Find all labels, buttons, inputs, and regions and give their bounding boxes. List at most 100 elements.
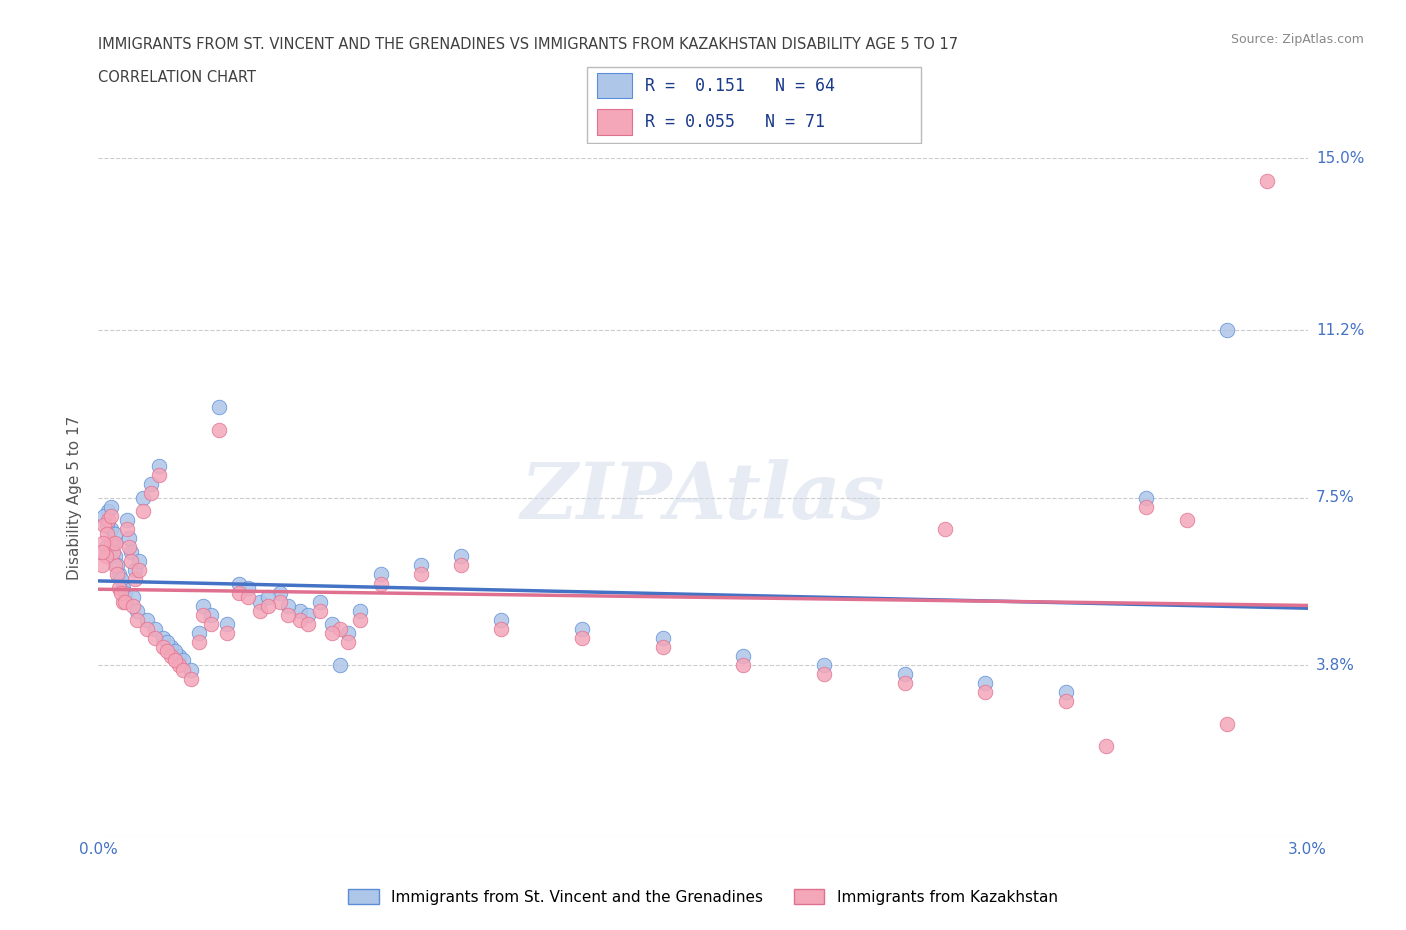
Point — [1175, 512, 1198, 527]
Point — [156, 644, 179, 658]
Point — [188, 626, 211, 641]
Point — [188, 635, 211, 650]
Point — [491, 612, 513, 627]
Point — [200, 608, 222, 623]
Point — [120, 544, 142, 559]
Point — [101, 544, 124, 559]
Point — [104, 526, 127, 541]
Point — [651, 631, 673, 645]
Point — [143, 621, 166, 636]
Point — [124, 563, 146, 578]
Bar — [598, 110, 631, 135]
Point — [277, 608, 299, 623]
Point — [103, 558, 125, 573]
Point — [163, 644, 186, 658]
Point — [105, 558, 128, 573]
Point — [309, 594, 332, 609]
Point — [370, 576, 392, 591]
Point — [208, 400, 231, 415]
Text: 15.0%: 15.0% — [1316, 151, 1364, 166]
Point — [100, 508, 122, 523]
Point — [1216, 323, 1239, 338]
Point — [321, 626, 343, 641]
Point — [125, 612, 148, 627]
Point — [249, 594, 271, 609]
Text: ZIPAtlas: ZIPAtlas — [520, 459, 886, 536]
Point — [256, 590, 278, 604]
Point — [337, 626, 360, 641]
Point — [1135, 490, 1157, 505]
Point — [101, 536, 124, 551]
Point — [249, 604, 271, 618]
Point — [934, 522, 956, 537]
Point — [288, 604, 311, 618]
Point — [733, 648, 755, 663]
Text: Source: ZipAtlas.com: Source: ZipAtlas.com — [1230, 33, 1364, 46]
Point — [167, 648, 190, 663]
Point — [103, 549, 125, 564]
Text: IMMIGRANTS FROM ST. VINCENT AND THE GRENADINES VS IMMIGRANTS FROM KAZAKHSTAN DIS: IMMIGRANTS FROM ST. VINCENT AND THE GREN… — [98, 37, 959, 52]
Point — [139, 485, 162, 500]
Point — [148, 458, 170, 473]
Point — [110, 572, 132, 587]
Point — [974, 684, 997, 699]
Point — [974, 676, 997, 691]
Point — [167, 658, 190, 672]
Point — [228, 585, 250, 600]
Point — [217, 626, 239, 641]
Point — [450, 549, 472, 564]
Point — [193, 599, 215, 614]
Point — [132, 490, 155, 505]
Point — [121, 599, 143, 614]
Text: R =  0.151   N = 64: R = 0.151 N = 64 — [645, 76, 835, 95]
Point — [114, 585, 136, 600]
Text: 11.2%: 11.2% — [1316, 323, 1364, 338]
Point — [893, 676, 915, 691]
Point — [100, 536, 122, 551]
Point — [297, 617, 319, 631]
Point — [97, 504, 120, 519]
Point — [160, 648, 183, 663]
Point — [143, 631, 166, 645]
Point — [200, 617, 222, 631]
FancyBboxPatch shape — [586, 67, 921, 142]
Point — [1054, 694, 1077, 709]
Point — [1256, 173, 1278, 188]
Point — [91, 558, 114, 573]
Point — [111, 594, 134, 609]
Point — [228, 576, 250, 591]
Point — [132, 504, 155, 519]
Point — [107, 580, 129, 595]
Point — [277, 599, 299, 614]
Point — [125, 604, 148, 618]
Point — [100, 522, 122, 537]
Point — [121, 590, 143, 604]
Point — [152, 640, 174, 655]
Point — [733, 658, 755, 672]
Text: 7.5%: 7.5% — [1316, 490, 1354, 505]
Point — [349, 604, 371, 618]
Point — [571, 621, 593, 636]
Point — [337, 635, 360, 650]
Text: R = 0.055   N = 71: R = 0.055 N = 71 — [645, 113, 825, 131]
Point — [114, 594, 136, 609]
Point — [96, 526, 118, 541]
Point — [329, 621, 352, 636]
Point — [217, 617, 239, 631]
Point — [1095, 739, 1118, 754]
Text: CORRELATION CHART: CORRELATION CHART — [98, 70, 256, 85]
Point — [90, 544, 112, 559]
Point — [349, 612, 371, 627]
Point — [893, 667, 915, 682]
Point — [93, 508, 115, 523]
Point — [128, 553, 150, 568]
Point — [97, 512, 120, 527]
Point — [409, 567, 432, 582]
Point — [491, 621, 513, 636]
Point — [100, 499, 122, 514]
Point — [651, 640, 673, 655]
Point — [107, 567, 129, 582]
Point — [1135, 499, 1157, 514]
Point — [297, 608, 319, 623]
Point — [139, 476, 162, 491]
